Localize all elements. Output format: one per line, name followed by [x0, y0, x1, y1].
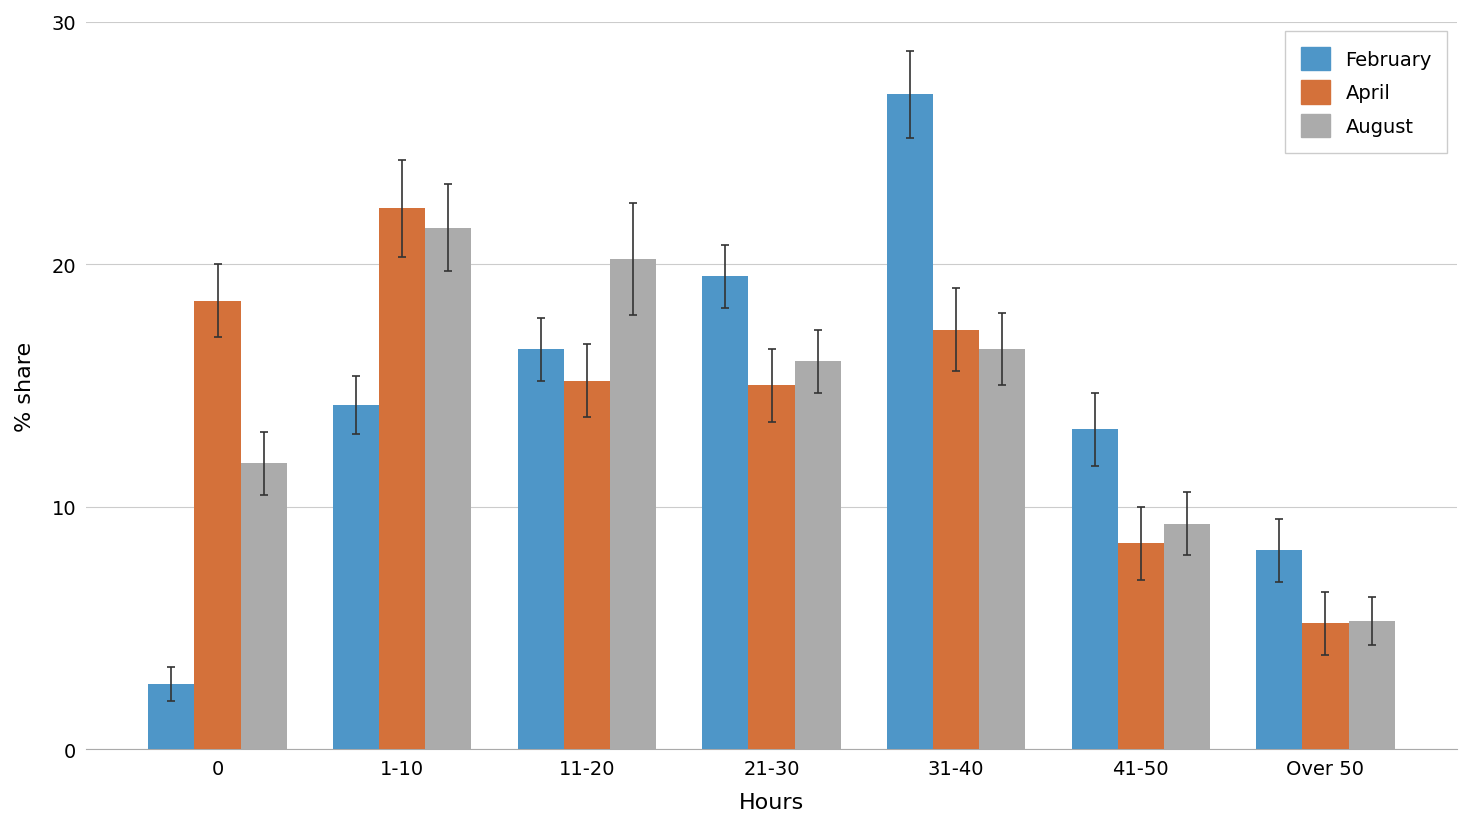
- Bar: [240, 463, 287, 749]
- Bar: [1164, 524, 1210, 749]
- Bar: [518, 350, 564, 749]
- Bar: [748, 386, 795, 749]
- Bar: [333, 405, 380, 749]
- Bar: [425, 228, 471, 749]
- Bar: [1303, 624, 1348, 749]
- Bar: [1072, 429, 1117, 749]
- X-axis label: Hours: Hours: [739, 792, 804, 812]
- Bar: [933, 330, 979, 749]
- Bar: [194, 301, 240, 749]
- Bar: [979, 350, 1026, 749]
- Bar: [795, 361, 841, 749]
- Bar: [888, 95, 933, 749]
- Bar: [1348, 621, 1394, 749]
- Bar: [609, 260, 657, 749]
- Bar: [702, 277, 748, 749]
- Legend: February, April, August: February, April, August: [1285, 32, 1447, 154]
- Bar: [1117, 543, 1164, 749]
- Bar: [380, 209, 425, 749]
- Bar: [149, 684, 194, 749]
- Y-axis label: % share: % share: [15, 341, 35, 431]
- Bar: [1256, 551, 1303, 749]
- Bar: [564, 381, 609, 749]
